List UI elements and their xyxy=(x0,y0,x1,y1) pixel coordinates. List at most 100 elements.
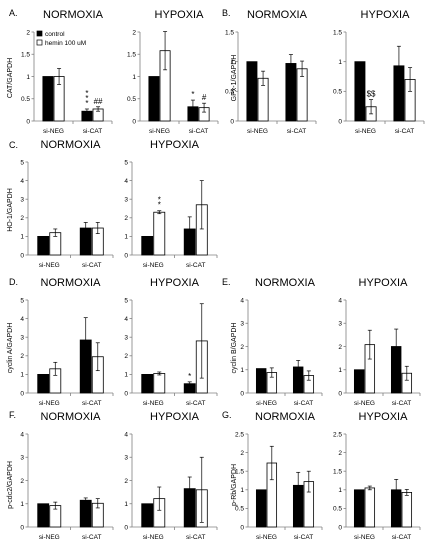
x-category-label: si-CAT xyxy=(186,400,205,407)
hypoxia-subplot: HYPOXIA 0 0.5 1 1.5 2 2.5 si-NEG si-CAT xyxy=(333,411,421,541)
y-tick-label: 0 xyxy=(124,252,128,259)
y-tick-label: 3 xyxy=(240,321,244,328)
y-tick-label: 2 xyxy=(240,450,244,457)
y-tick-label: 2 xyxy=(20,353,24,360)
y-tick-label: 1 xyxy=(20,501,24,508)
y-tick-label: 2 xyxy=(124,478,128,485)
y-tick-label: 3 xyxy=(124,455,128,462)
y-tick-label: 5 xyxy=(20,297,24,304)
y-tick-label: 1.5 xyxy=(225,29,234,36)
y-tick-label: 1.5 xyxy=(235,469,244,476)
y-axis-label: p-Rb/GAPDH xyxy=(231,464,238,506)
significance-mark: * xyxy=(85,89,88,98)
y-tick-label: 3 xyxy=(124,335,128,342)
legend: control hemin 100 uM xyxy=(36,30,86,47)
x-category-label: si-NEG xyxy=(354,534,375,541)
control-bar xyxy=(141,235,154,256)
x-category-label: si-NEG xyxy=(39,400,60,407)
hemin-bar xyxy=(401,492,413,528)
y-tick-label: 1 xyxy=(240,487,244,494)
y-tick-label: 1 xyxy=(20,234,24,241)
y-tick-label: 0 xyxy=(338,524,342,531)
chart-panel-1: B. GPx-1/GAPDH NORMOXIA 0 0.5 1 1.5 si-NEG si-CA… xyxy=(222,8,425,135)
y-axis-label: GPx-1/GAPDH xyxy=(231,55,238,102)
control-bar xyxy=(79,499,92,528)
y-tick-label: 0.5 xyxy=(235,506,244,513)
x-category-label: si-CAT xyxy=(82,534,101,541)
hypoxia-subplot: HYPOXIA 0 1 2 3 4 5 si-NEG si-CAT * xyxy=(124,277,218,407)
x-category-label: si-CAT xyxy=(287,128,306,135)
y-tick-label: 0.5 xyxy=(225,89,234,96)
y-tick-label: 1 xyxy=(338,487,342,494)
y-tick-label: 5 xyxy=(124,297,128,304)
y-tick-label: 1.5 xyxy=(333,29,342,36)
hypoxia-subplot: HYPOXIA 0 0.5 1 1.5 si-NEG si-CAT $$ xyxy=(333,9,425,135)
y-tick-label: 0 xyxy=(230,118,234,125)
control-bar xyxy=(37,503,50,528)
y-axis-label: p-cdc2/GAPDH xyxy=(7,461,14,509)
y-tick-label: 1 xyxy=(338,59,342,66)
y-tick-label: 0.5 xyxy=(127,96,136,103)
y-tick-label: 4 xyxy=(124,178,128,185)
x-category-label: si-CAT xyxy=(82,262,101,269)
subplot-title: HYPOXIA xyxy=(359,277,409,289)
y-tick-label: 4 xyxy=(124,316,128,323)
significance-mark: * xyxy=(85,99,88,108)
x-category-label: si-NEG xyxy=(256,400,277,407)
y-tick-label: 0.5 xyxy=(21,96,30,103)
y-tick-label: 1 xyxy=(230,59,234,66)
significance-mark: * xyxy=(188,372,191,381)
x-category-label: si-CAT xyxy=(294,534,313,541)
hemin-bar xyxy=(153,211,166,256)
control-bar xyxy=(255,489,267,528)
hemin-bar xyxy=(364,487,376,528)
x-category-label: si-NEG xyxy=(143,262,164,269)
control-bar xyxy=(353,369,365,394)
control-bar xyxy=(37,235,50,256)
y-tick-label: 4 xyxy=(240,297,244,304)
y-tick-label: 2 xyxy=(132,29,136,36)
subplot-title: NORMOXIA xyxy=(255,277,316,289)
y-tick-label: 3 xyxy=(20,197,24,204)
y-tick-label: 0 xyxy=(124,390,128,397)
y-axis-label: HO-1/GAPDH xyxy=(7,188,14,232)
normoxia-subplot: NORMOXIA 0 1 2 3 4 5 si-NEG si-CAT xyxy=(20,139,114,269)
significance-mark: * xyxy=(191,90,194,99)
y-tick-label: 2 xyxy=(20,478,24,485)
x-category-label: si-NEG xyxy=(143,400,164,407)
y-tick-label: 4 xyxy=(338,297,342,304)
x-category-label: si-CAT xyxy=(189,128,208,135)
x-category-label: si-CAT xyxy=(186,534,205,541)
y-tick-label: 3 xyxy=(20,455,24,462)
y-tick-label: 1.5 xyxy=(127,52,136,59)
control-bar xyxy=(141,503,154,528)
hypoxia-subplot: HYPOXIA 0 1 2 3 4 si-NEG si-CAT xyxy=(124,411,218,541)
y-tick-label: 0 xyxy=(20,524,24,531)
control-bar xyxy=(246,61,258,122)
y-tick-label: 0.5 xyxy=(333,89,342,96)
y-tick-label: 4 xyxy=(20,316,24,323)
y-tick-label: 2 xyxy=(124,215,128,222)
y-tick-label: 1 xyxy=(124,372,128,379)
subplot-title: NORMOXIA xyxy=(247,9,308,21)
y-tick-label: 1 xyxy=(124,501,128,508)
hemin-bar xyxy=(153,373,166,394)
y-tick-label: 0 xyxy=(240,524,244,531)
normoxia-subplot: NORMOXIA 0 1 2 3 4 si-NEG si-CAT xyxy=(20,411,114,541)
y-tick-label: 2 xyxy=(124,353,128,360)
y-tick-label: 1 xyxy=(240,367,244,374)
hypoxia-subplot: HYPOXIA 0 0.5 1 1.5 2 si-NEG si-CAT * # xyxy=(127,9,219,135)
normoxia-subplot: NORMOXIA 0 0.5 1 1.5 si-NEG si-CAT xyxy=(225,9,317,135)
hypoxia-subplot: HYPOXIA 0 1 2 3 4 si-NEG si-CAT xyxy=(338,277,421,407)
significance-mark: * xyxy=(158,201,161,210)
significance-mark: $$ xyxy=(367,90,376,99)
y-tick-label: 2 xyxy=(338,344,342,351)
legend-swatch-control xyxy=(36,30,43,37)
y-tick-label: 0 xyxy=(338,118,342,125)
x-category-label: si-NEG xyxy=(355,128,376,135)
y-tick-label: 2 xyxy=(26,29,30,36)
subplot-title: HYPOXIA xyxy=(150,411,200,423)
